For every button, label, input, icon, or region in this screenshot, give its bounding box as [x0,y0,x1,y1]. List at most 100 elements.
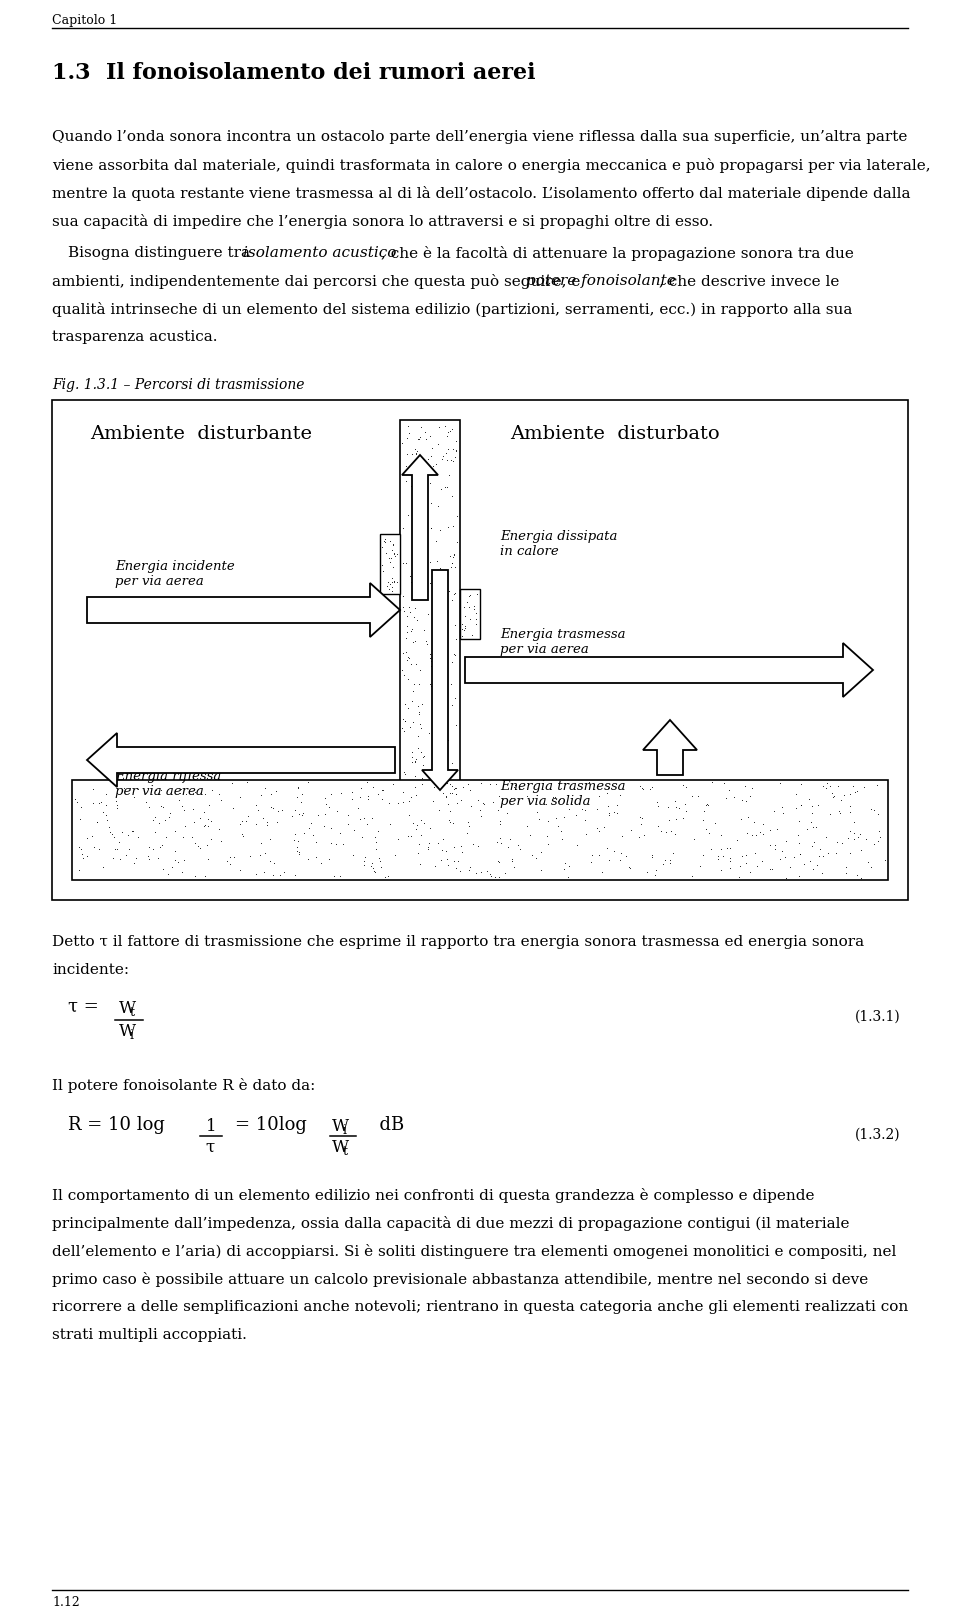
Point [164,854,180,880]
Point [444,750,460,776]
Point [700,791,715,816]
Point [396,718,412,744]
Point [291,828,306,854]
Point [445,447,461,473]
Point [745,776,760,802]
Point [610,800,625,826]
Point [396,708,412,734]
Point [850,778,865,804]
Text: i: i [130,1029,134,1042]
Point [762,818,778,844]
Text: W: W [119,1022,136,1040]
Point [420,446,436,471]
Point [842,818,857,844]
Point [385,554,400,580]
Point [369,829,384,855]
Text: Ambiente  disturbante: Ambiente disturbante [90,424,312,442]
Point [443,418,458,444]
Point [545,784,561,810]
Point [390,826,405,852]
Point [190,833,205,859]
Point [167,847,182,873]
Point [568,802,584,828]
Point [708,810,723,836]
Point [636,823,652,849]
Point [430,701,445,727]
Point [838,854,853,880]
Point [354,825,370,851]
Point [552,786,567,812]
Point [432,556,447,582]
Point [438,616,453,642]
Point [748,841,763,867]
Point [444,549,460,575]
Point [591,818,607,844]
Point [679,774,694,800]
Point [440,514,455,539]
Point [440,852,455,878]
Point [636,776,651,802]
Point [529,846,544,872]
Point [599,836,614,862]
Point [428,682,444,708]
Point [512,776,527,802]
Point [379,572,395,598]
Point [448,627,464,653]
Point [396,708,412,734]
Text: τ: τ [205,1139,214,1157]
Point [367,859,382,885]
Point [271,799,286,825]
Point [384,538,399,564]
Point [359,770,374,795]
Point [744,821,759,847]
Point [675,805,690,831]
Point [400,666,416,692]
Point [80,826,95,852]
Point [460,590,475,616]
Point [67,787,83,813]
Point [450,847,466,873]
Point [147,818,162,844]
Point [297,820,312,846]
Point [468,860,484,886]
Point [157,807,173,833]
Point [440,436,455,462]
Point [251,797,266,823]
Point [405,710,420,735]
Point [408,651,423,677]
Point [125,818,140,844]
Point [130,776,145,802]
Point [414,765,429,791]
Text: τ =: τ = [68,998,99,1016]
Point [850,862,865,888]
Point [830,773,846,799]
Point [335,831,350,857]
Point [111,829,127,855]
Point [176,825,191,851]
Point [430,674,445,700]
Point [412,426,427,452]
Text: Energia trasmessa
per via aerea: Energia trasmessa per via aerea [500,629,626,656]
Point [444,773,460,799]
Point [430,731,445,757]
Point [422,423,438,449]
Point [597,815,612,841]
Point [158,825,174,851]
Text: Energia dissipata
in calore: Energia dissipata in calore [500,530,617,557]
Point [99,802,114,828]
Point [106,825,121,851]
Point [287,821,302,847]
Point [506,854,521,880]
Point [73,794,88,820]
Point [407,629,422,654]
Point [406,810,421,836]
Point [201,807,216,833]
Point [863,854,878,880]
Point [803,810,818,836]
Point [413,415,428,441]
Point [405,533,420,559]
Point [764,855,780,881]
Point [263,781,278,807]
Point [446,543,462,569]
Point [408,750,423,776]
